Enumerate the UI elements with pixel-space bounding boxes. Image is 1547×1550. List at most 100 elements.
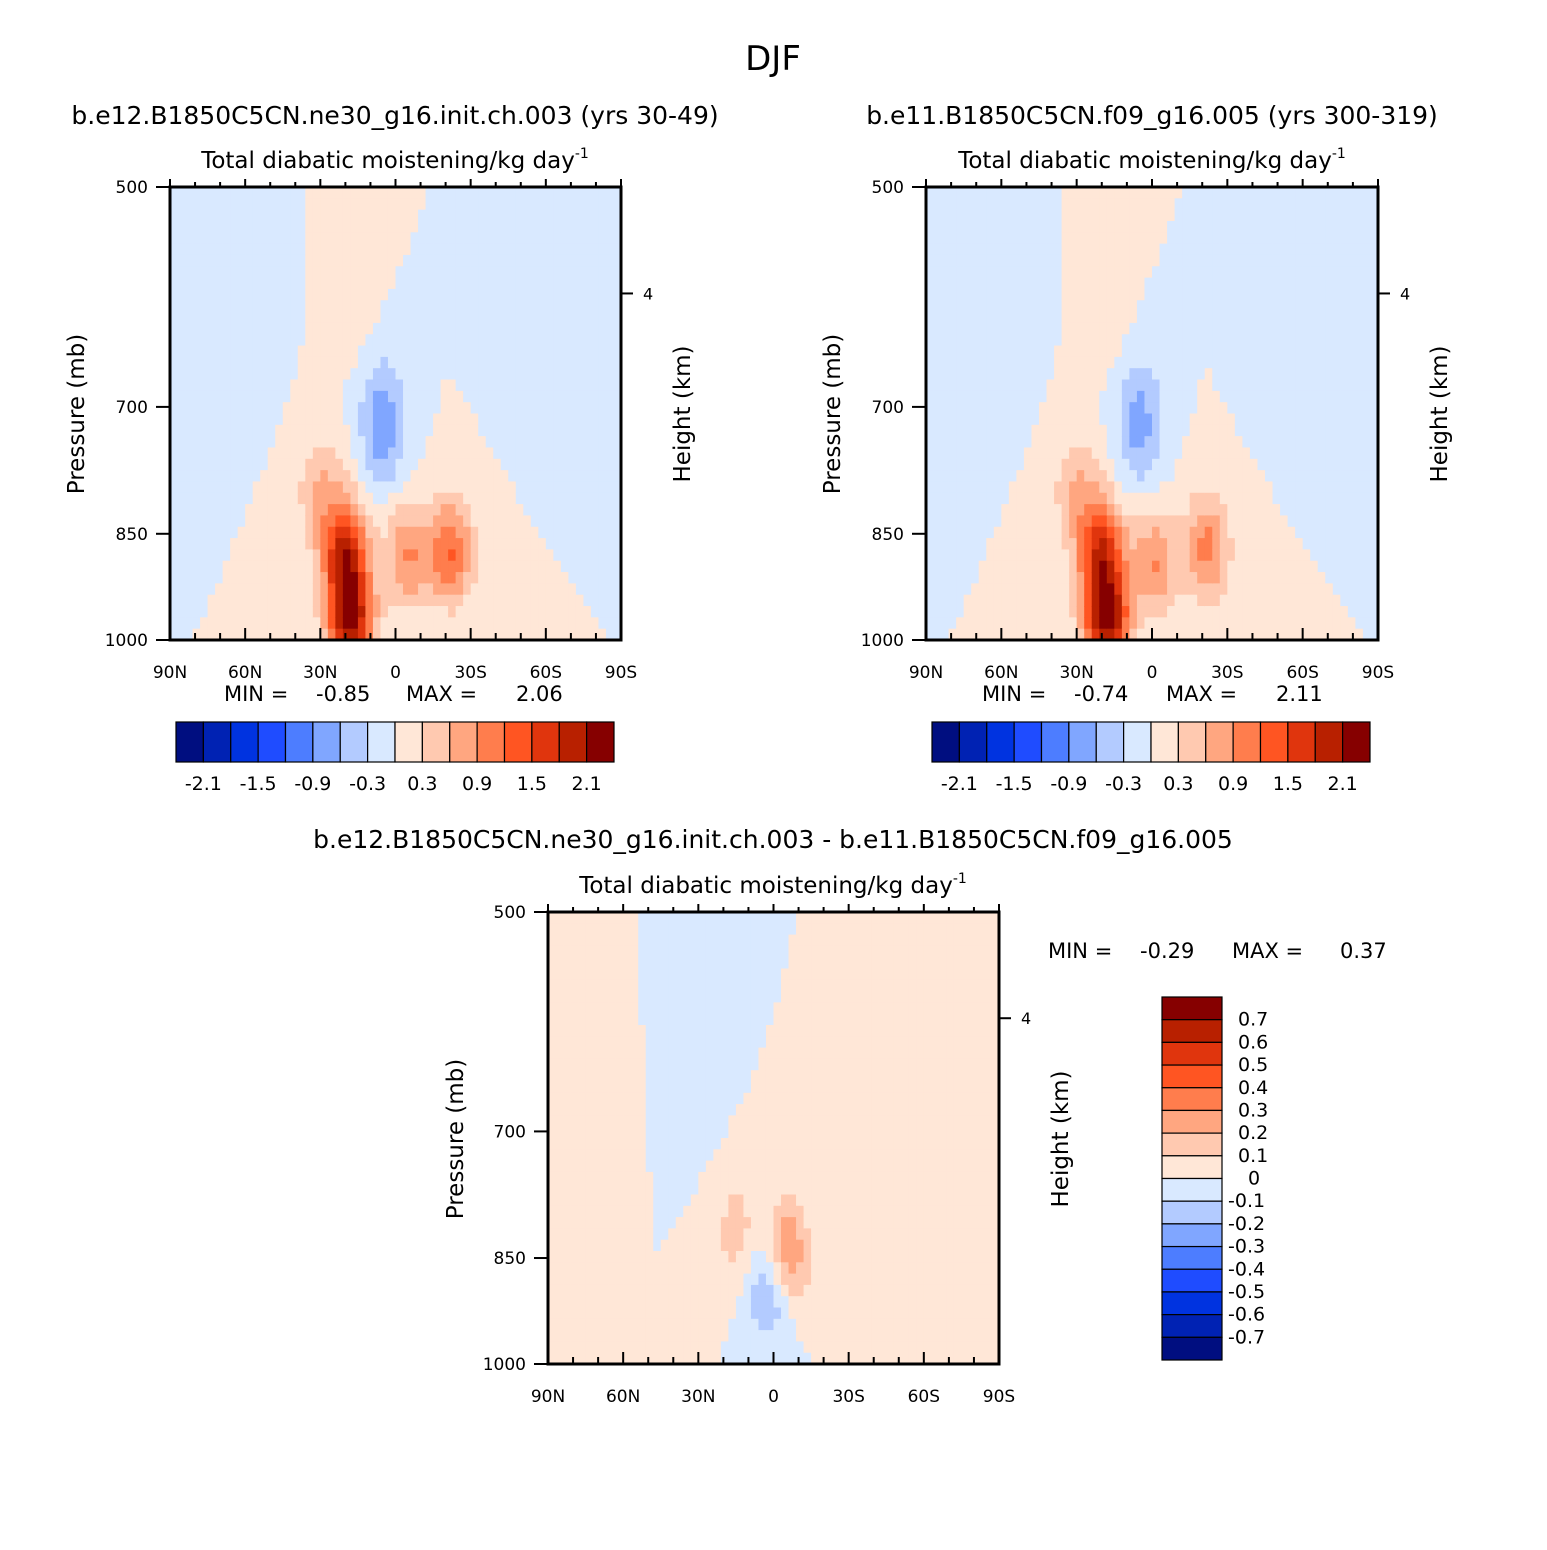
heatmap-cell bbox=[1212, 617, 1221, 630]
heatmap-cell bbox=[440, 322, 449, 335]
colorbar-box bbox=[1095, 721, 1125, 763]
heatmap-cell bbox=[1001, 617, 1010, 630]
colorbar-box bbox=[312, 721, 341, 763]
heatmap-cell bbox=[1295, 549, 1304, 562]
heatmap-cell bbox=[1362, 538, 1372, 550]
heatmap-cell bbox=[583, 560, 592, 573]
heatmap-cell bbox=[575, 560, 585, 573]
heatmap-cell bbox=[1136, 232, 1146, 245]
heatmap-cell bbox=[1099, 458, 1108, 471]
heatmap-cell bbox=[941, 277, 950, 290]
heatmap-cell bbox=[1069, 526, 1078, 539]
heatmap-cell bbox=[1023, 232, 1033, 245]
heatmap-cell bbox=[230, 300, 239, 313]
heatmap-cell bbox=[1121, 300, 1130, 313]
heatmap-cell bbox=[523, 266, 532, 279]
heatmap-cell bbox=[1001, 481, 1010, 494]
heatmap-cell bbox=[230, 356, 239, 369]
heatmap-cell bbox=[192, 628, 201, 641]
heatmap-cell bbox=[1227, 322, 1236, 335]
heatmap-cell bbox=[1069, 538, 1078, 550]
heatmap-cell bbox=[1212, 334, 1221, 347]
heatmap-cell bbox=[1031, 606, 1040, 618]
heatmap-cell bbox=[1069, 515, 1078, 528]
heatmap-cell bbox=[1212, 198, 1221, 211]
heatmap-cell bbox=[312, 549, 321, 562]
heatmap-cell bbox=[350, 198, 359, 211]
heatmap-cell bbox=[192, 402, 201, 415]
heatmap-cell bbox=[297, 447, 306, 460]
heatmap-cell bbox=[275, 526, 284, 539]
heatmap-cell bbox=[1325, 606, 1334, 618]
heatmap-cell bbox=[192, 368, 201, 381]
heatmap-cell bbox=[305, 345, 314, 358]
heatmap-cell bbox=[605, 288, 615, 301]
heatmap-cell bbox=[1227, 368, 1236, 381]
heatmap-cell bbox=[1039, 628, 1048, 641]
heatmap-cell bbox=[583, 492, 592, 505]
heatmap-cell bbox=[1084, 526, 1093, 539]
heatmap-cell bbox=[1182, 594, 1191, 607]
heatmap-cell bbox=[192, 458, 201, 471]
heatmap-cell bbox=[1287, 379, 1296, 392]
heatmap-cell bbox=[1347, 583, 1356, 596]
heatmap-cell bbox=[342, 209, 351, 222]
heatmap-cell bbox=[305, 617, 314, 630]
heatmap-cell bbox=[327, 606, 336, 618]
heatmap-cell bbox=[403, 220, 412, 233]
heatmap-cell bbox=[395, 334, 404, 347]
heatmap-cell bbox=[1242, 617, 1251, 630]
heatmap-cell bbox=[1265, 481, 1274, 494]
heatmap-cell bbox=[1325, 572, 1334, 584]
heatmap-cell bbox=[1054, 390, 1063, 403]
heatmap-cell bbox=[1272, 254, 1281, 267]
heatmap-cell bbox=[1234, 515, 1243, 528]
heatmap-cell bbox=[222, 594, 231, 607]
heatmap-cell bbox=[192, 345, 201, 358]
heatmap-cell bbox=[1023, 606, 1033, 618]
heatmap-cell bbox=[1106, 232, 1115, 245]
heatmap-cell bbox=[933, 345, 942, 358]
heatmap-cell bbox=[956, 470, 965, 483]
heatmap-cell bbox=[237, 515, 246, 528]
heatmap-cell bbox=[1167, 345, 1176, 358]
heatmap-cell bbox=[1008, 390, 1017, 403]
heatmap-cell bbox=[1016, 606, 1025, 618]
heatmap-cell bbox=[267, 538, 276, 550]
heatmap-cell bbox=[297, 413, 306, 426]
heatmap-cell bbox=[1121, 526, 1130, 539]
heatmap-cell bbox=[613, 322, 622, 335]
heatmap-cell bbox=[1257, 379, 1266, 392]
heatmap-cell bbox=[350, 413, 359, 426]
heatmap-cell bbox=[275, 594, 284, 607]
heatmap-cell bbox=[485, 288, 494, 301]
heatmap-cell bbox=[1167, 526, 1176, 539]
heatmap-cell bbox=[956, 583, 965, 596]
heatmap-cell bbox=[530, 549, 539, 562]
heatmap-cell bbox=[1257, 617, 1266, 630]
heatmap-cell bbox=[342, 413, 351, 426]
heatmap-cell bbox=[372, 209, 382, 222]
heatmap-cell bbox=[613, 492, 622, 505]
heatmap-cell bbox=[1159, 220, 1168, 233]
heatmap-cell bbox=[560, 458, 569, 471]
heatmap-cell bbox=[1370, 606, 1379, 618]
heatmap-cell bbox=[1287, 220, 1296, 233]
heatmap-cell bbox=[978, 266, 987, 279]
heatmap-cell bbox=[1091, 560, 1100, 573]
heatmap-cell bbox=[530, 277, 539, 290]
heatmap-cell bbox=[538, 436, 547, 449]
heatmap-cell bbox=[500, 413, 509, 426]
heatmap-cell bbox=[1001, 594, 1010, 607]
heatmap-cell bbox=[237, 594, 246, 607]
heatmap-cell bbox=[1234, 311, 1243, 324]
heatmap-cell bbox=[986, 345, 995, 358]
heatmap-cell bbox=[1061, 368, 1070, 381]
y-axis-label: Pressure (mb) bbox=[443, 1059, 469, 1219]
heatmap-cell bbox=[941, 447, 950, 460]
heatmap-cell bbox=[1099, 560, 1108, 573]
heatmap-cell bbox=[365, 526, 374, 539]
heatmap-cell bbox=[1144, 368, 1153, 381]
heatmap-cell bbox=[1121, 447, 1130, 460]
heatmap-cell bbox=[1265, 458, 1274, 471]
